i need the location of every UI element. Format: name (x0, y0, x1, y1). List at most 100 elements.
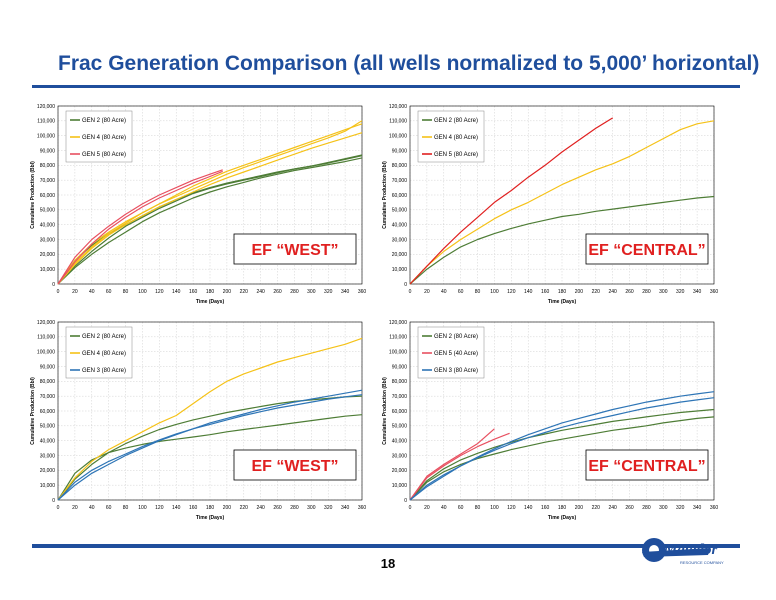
y-tick-label: 40,000 (392, 438, 408, 444)
x-tick-label: 360 (358, 289, 367, 295)
y-tick-label: 90,000 (392, 364, 408, 370)
y-tick-label: 90,000 (40, 364, 56, 370)
x-tick-label: 100 (490, 289, 499, 295)
y-tick-label: 20,000 (40, 252, 56, 258)
x-tick-label: 320 (324, 289, 333, 295)
y-tick-label: 80,000 (392, 379, 408, 385)
x-tick-label: 280 (642, 289, 651, 295)
title-underline (32, 85, 740, 88)
y-tick-label: 40,000 (40, 438, 56, 444)
legend-label: GEN 2 (80 Acre) (434, 118, 478, 124)
y-tick-label: 80,000 (40, 163, 56, 169)
logo-subtext: RESOURCE COMPANY (680, 560, 724, 565)
y-tick-label: 60,000 (40, 409, 56, 415)
y-tick-label: 40,000 (392, 222, 408, 228)
legend-label: GEN 5 (80 Acre) (434, 152, 478, 158)
series-line-3 (409, 117, 614, 285)
x-tick-label: 240 (608, 505, 617, 511)
page-title: Frac Generation Comparison (all wells no… (58, 52, 760, 75)
series-line-4 (57, 389, 363, 501)
x-tick-label: 300 (307, 505, 316, 511)
y-tick-label: 0 (52, 498, 55, 504)
y-tick-label: 0 (404, 282, 407, 288)
x-tick-label: 320 (676, 505, 685, 511)
x-tick-label: 120 (155, 289, 164, 295)
legend-label: GEN 4 (80 Acre) (434, 135, 478, 141)
x-tick-label: 40 (89, 289, 95, 295)
x-tick-label: 100 (138, 289, 147, 295)
y-tick-label: 70,000 (392, 178, 408, 184)
x-tick-label: 120 (507, 505, 516, 511)
series-line-2 (409, 120, 715, 285)
plot-border (409, 321, 715, 501)
x-tick-label: 20 (72, 505, 78, 511)
series-line-1 (409, 416, 715, 501)
plot-border (409, 105, 715, 285)
x-tick-label: 300 (307, 289, 316, 295)
y-tick-label: 30,000 (40, 237, 56, 243)
y-tick-label: 50,000 (392, 208, 408, 214)
x-tick-label: 180 (206, 289, 215, 295)
x-tick-label: 160 (189, 289, 198, 295)
y-tick-label: 100,000 (37, 349, 55, 355)
x-tick-label: 120 (155, 505, 164, 511)
y-tick-label: 90,000 (40, 148, 56, 154)
y-tick-label: 100,000 (37, 133, 55, 139)
x-tick-label: 80 (475, 505, 481, 511)
chart-west-lower: 0 20 40 60 80 100 120 140 160 180 200 220 240 260 280 3… (30, 320, 366, 521)
x-tick-label: 20 (424, 289, 430, 295)
series-line-2 (57, 395, 363, 501)
x-tick-label: 40 (441, 289, 447, 295)
series-line-5 (57, 394, 363, 501)
y-tick-label: 10,000 (40, 483, 56, 489)
plot-border (57, 321, 363, 501)
y-tick-label: 20,000 (392, 468, 408, 474)
x-tick-label: 340 (341, 505, 350, 511)
x-tick-label: 360 (710, 505, 719, 511)
y-tick-label: 110,000 (389, 335, 407, 341)
y-tick-label: 110,000 (37, 335, 55, 341)
y-tick-label: 30,000 (392, 237, 408, 243)
x-tick-label: 200 (575, 289, 584, 295)
y-tick-label: 120,000 (37, 320, 55, 326)
y-axis-label: Cumulative Production (Bbl) (30, 161, 36, 229)
x-tick-label: 320 (324, 505, 333, 511)
series-line-6 (409, 397, 715, 501)
x-tick-label: 100 (490, 505, 499, 511)
x-tick-label: 160 (541, 505, 550, 511)
x-tick-label: 160 (541, 289, 550, 295)
x-tick-label: 40 (89, 505, 95, 511)
legend-label: GEN 2 (80 Acre) (82, 334, 126, 340)
y-tick-label: 50,000 (392, 424, 408, 430)
x-axis-label: Time (Days) (196, 299, 225, 305)
y-tick-label: 100,000 (389, 133, 407, 139)
legend: GEN 2 (80 Acre) GEN 5 (40 Acre) GEN 3 (80 … (417, 326, 485, 379)
company-logo: Matador RESOURCE COMPANY (642, 538, 724, 565)
x-tick-label: 220 (592, 289, 601, 295)
legend-label: GEN 3 (80 Acre) (82, 368, 126, 374)
x-tick-label: 340 (693, 289, 702, 295)
x-tick-label: 80 (123, 289, 129, 295)
region-callout-box (233, 449, 357, 481)
x-tick-label: 0 (57, 505, 60, 511)
x-tick-label: 220 (592, 505, 601, 511)
legend-label: GEN 5 (80 Acre) (82, 152, 126, 158)
x-tick-label: 300 (659, 505, 668, 511)
series-line-7 (57, 169, 223, 285)
legend-label: GEN 4 (80 Acre) (82, 351, 126, 357)
y-axis-label: Cumulative Production (Bbl) (382, 161, 388, 229)
y-tick-label: 100,000 (389, 349, 407, 355)
y-tick-label: 20,000 (40, 468, 56, 474)
region-callout-box (585, 449, 709, 481)
y-tick-label: 10,000 (392, 267, 408, 273)
x-tick-label: 260 (625, 289, 634, 295)
x-tick-label: 360 (710, 289, 719, 295)
y-tick-label: 0 (52, 282, 55, 288)
series-line-4 (409, 432, 510, 501)
x-tick-label: 140 (172, 505, 181, 511)
chart-west-upper: 0 20 40 60 80 100 120 140 160 180 200 220 240 260 280 3… (30, 104, 367, 305)
y-tick-label: 80,000 (392, 163, 408, 169)
legend: GEN 2 (80 Acre) GEN 4 (80 Acre) GEN 3 (80 … (65, 326, 133, 379)
plot-border (57, 105, 363, 285)
page-number: 18 (380, 556, 396, 571)
